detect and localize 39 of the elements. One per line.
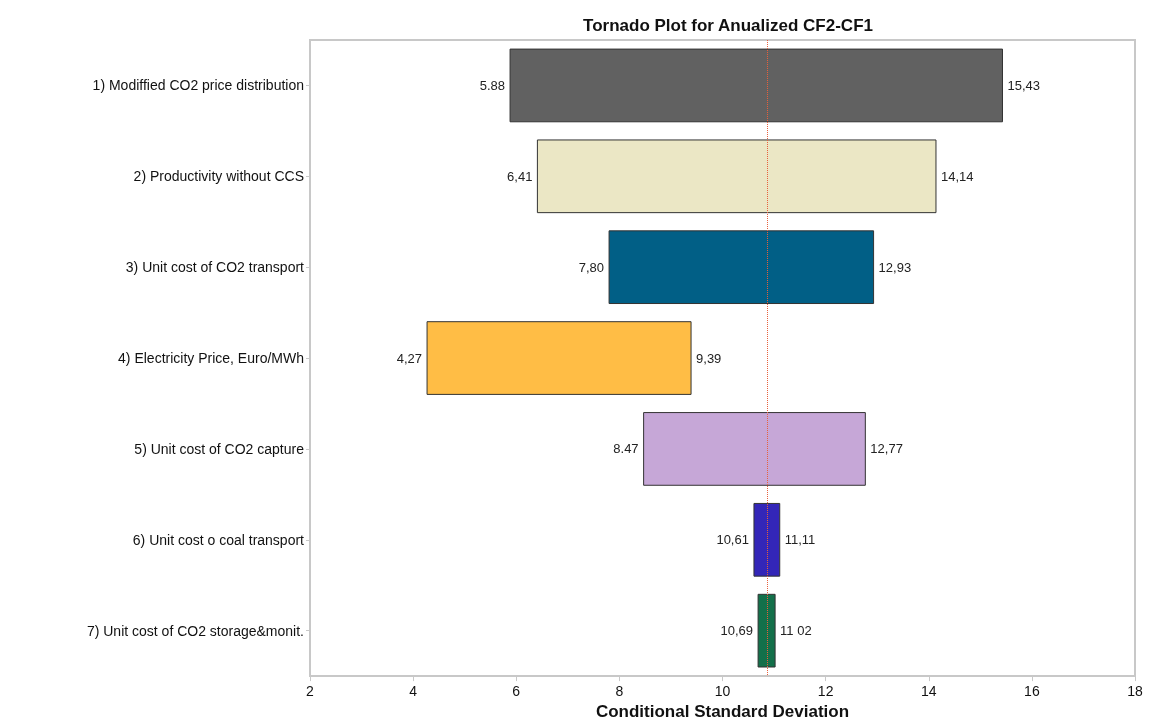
bar: [509, 48, 1003, 123]
y-tick-label: 7) Unit cost of CO2 storage&monit.: [86, 622, 304, 639]
bar: [643, 412, 866, 486]
x-tick-label: 10: [714, 683, 731, 700]
y-tick-label: 3) Unit cost of CO2 transport: [125, 259, 305, 276]
annotation: 12,93: [878, 259, 912, 275]
x-tick-label: 12: [817, 683, 834, 700]
annotation: 11,11: [784, 532, 816, 548]
y-tick-label: 1) Modiffied CO2 price distribution: [92, 77, 304, 94]
annotation: 5.88: [479, 77, 506, 93]
bar: [536, 139, 937, 214]
annotation: 6,41: [507, 168, 533, 184]
x-tick-label: 4: [409, 683, 418, 700]
bar: [757, 593, 776, 668]
x-tick-label: 16: [1024, 683, 1040, 700]
y-tick-label: 6) Unit cost o coal transport: [132, 531, 305, 548]
bar: [753, 502, 781, 577]
annotation: 14,14: [940, 168, 974, 184]
x-tick-label: 8: [615, 683, 624, 700]
annotation: 11 02: [780, 623, 812, 639]
y-tick-label: 5) Unit cost of CO2 capture: [134, 440, 305, 457]
x-tick-label: 6: [512, 683, 521, 700]
chart-title: Tornado Plot for Anualized CF2-CF1: [583, 16, 873, 35]
annotation: 9,39: [696, 350, 722, 366]
annotation: 15,43: [1007, 77, 1041, 93]
bar: [426, 321, 692, 395]
annotation: 12,77: [870, 441, 903, 457]
x-axis-title: Conditional Standard Deviation: [595, 702, 850, 721]
annotation: 7,80: [578, 259, 605, 275]
annotation: 8.47: [613, 441, 639, 457]
y-tick-label: 2) Productivity without CCS: [133, 168, 304, 185]
annotation: 10,69: [720, 623, 754, 639]
x-tick-label: 14: [920, 683, 937, 700]
x-tick-label: 2: [306, 683, 315, 700]
y-tick-label: 4) Electricity Price, Euro/MWh: [118, 350, 304, 367]
x-tick-label: 18: [1127, 683, 1143, 700]
annotation: 4,27: [396, 350, 423, 366]
annotation: 10,61: [716, 532, 749, 548]
bar: [608, 230, 875, 305]
